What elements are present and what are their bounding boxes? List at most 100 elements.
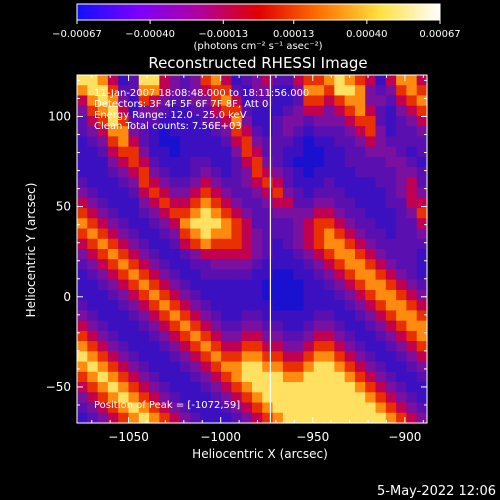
heatmap-cell <box>313 320 325 332</box>
heatmap-cell <box>375 218 387 230</box>
heatmap-cell <box>272 105 284 117</box>
colorbar-tick-label: −0.00067 <box>52 29 102 40</box>
heatmap-cell <box>252 371 263 383</box>
heatmap-cell <box>87 136 99 148</box>
heatmap-cell <box>77 238 88 250</box>
heatmap-cell <box>396 146 408 158</box>
heatmap-cell <box>190 85 202 97</box>
heatmap-cell <box>241 197 253 209</box>
heatmap-cell <box>406 126 418 138</box>
heatmap-cell <box>293 126 305 138</box>
heatmap-cell <box>231 218 243 230</box>
heatmap-cell <box>344 341 356 352</box>
heatmap-cell <box>396 279 408 291</box>
heatmap-cell <box>344 167 356 178</box>
heatmap-cell <box>385 85 397 97</box>
heatmap-cell <box>107 330 119 342</box>
heatmap-cell <box>354 320 366 332</box>
heatmap-cell <box>262 146 274 158</box>
heatmap-cell <box>210 382 222 393</box>
heatmap-cell <box>385 402 397 414</box>
heatmap-cell <box>365 105 377 117</box>
heatmap-cell <box>97 75 109 86</box>
heatmap-cell <box>77 126 88 138</box>
heatmap-cell <box>190 228 202 240</box>
annotation-time: 11-Jan-2007 18:08:48.000 to 18:11:56.000 <box>94 88 309 99</box>
heatmap-cell <box>87 269 99 281</box>
heatmap-cell <box>128 105 140 117</box>
heatmap-cell <box>149 238 160 250</box>
heatmap-cell <box>396 361 408 373</box>
heatmap-cell <box>118 146 130 158</box>
heatmap-cell <box>334 228 346 240</box>
heatmap-cell <box>179 269 191 281</box>
heatmap-cell <box>77 300 88 312</box>
heatmap-cell <box>385 208 397 219</box>
heatmap-cell <box>149 310 160 322</box>
heatmap-cell <box>107 392 119 404</box>
heatmap-cell <box>118 371 130 383</box>
heatmap-cell <box>159 249 171 260</box>
heatmap-cell <box>375 371 387 383</box>
heatmap-cell <box>252 167 263 178</box>
heatmap-cell <box>324 197 335 209</box>
heatmap-cell <box>396 156 408 168</box>
heatmap-cell <box>149 259 160 271</box>
heatmap-cell <box>179 320 191 332</box>
heatmap-cell <box>221 177 233 189</box>
heatmap-cell <box>272 95 284 107</box>
heatmap-cell <box>221 197 233 209</box>
heatmap-cell <box>416 85 428 97</box>
heatmap-cell <box>313 351 325 363</box>
heatmap-cell <box>210 136 222 148</box>
heatmap-cell <box>344 249 356 260</box>
heatmap-cell <box>179 412 191 424</box>
heatmap-cell <box>416 238 428 250</box>
heatmap-cell <box>179 156 191 168</box>
heatmap-cell <box>231 228 243 240</box>
x-tick-label: −1000 <box>200 430 241 444</box>
heatmap-cell <box>375 167 387 178</box>
heatmap-cell <box>128 126 140 138</box>
heatmap-cell <box>107 351 119 363</box>
heatmap-cell <box>385 361 397 373</box>
heatmap-cell <box>97 95 109 107</box>
heatmap-cell <box>241 146 253 158</box>
heatmap-cell <box>324 249 335 260</box>
heatmap-cell <box>138 341 150 352</box>
heatmap-cell <box>406 300 418 312</box>
heatmap-cell <box>293 300 305 312</box>
heatmap-cell <box>200 279 212 291</box>
heatmap-cell <box>416 228 428 240</box>
heatmap-cell <box>396 105 408 117</box>
heatmap-cell <box>169 279 181 291</box>
heatmap-cell <box>241 289 253 301</box>
heatmap-cell <box>179 402 191 414</box>
heatmap-cell <box>406 105 418 117</box>
heatmap-cell <box>159 392 171 404</box>
heatmap-cell <box>262 197 274 209</box>
heatmap-cell <box>97 351 109 363</box>
heatmap-cell <box>149 197 160 209</box>
heatmap-cell <box>262 279 274 291</box>
heatmap-cell <box>190 187 202 199</box>
heatmap-cell <box>159 320 171 332</box>
heatmap-cell <box>179 341 191 352</box>
heatmap-cell <box>344 105 356 117</box>
heatmap-cell <box>159 228 171 240</box>
heatmap-cell <box>159 351 171 363</box>
heatmap-cell <box>334 249 346 260</box>
heatmap-cell <box>354 75 366 86</box>
heatmap-cell <box>406 382 418 393</box>
heatmap-cell <box>262 105 274 117</box>
heatmap-cell <box>107 310 119 322</box>
heatmap-cell <box>169 259 181 271</box>
heatmap-cell <box>365 310 377 322</box>
heatmap-cell <box>179 228 191 240</box>
heatmap-cell <box>344 208 356 219</box>
heatmap-cell <box>406 75 418 86</box>
heatmap-cell <box>128 218 140 230</box>
heatmap-cell <box>282 208 294 219</box>
heatmap-cell <box>118 330 130 342</box>
heatmap-cell <box>344 126 356 138</box>
